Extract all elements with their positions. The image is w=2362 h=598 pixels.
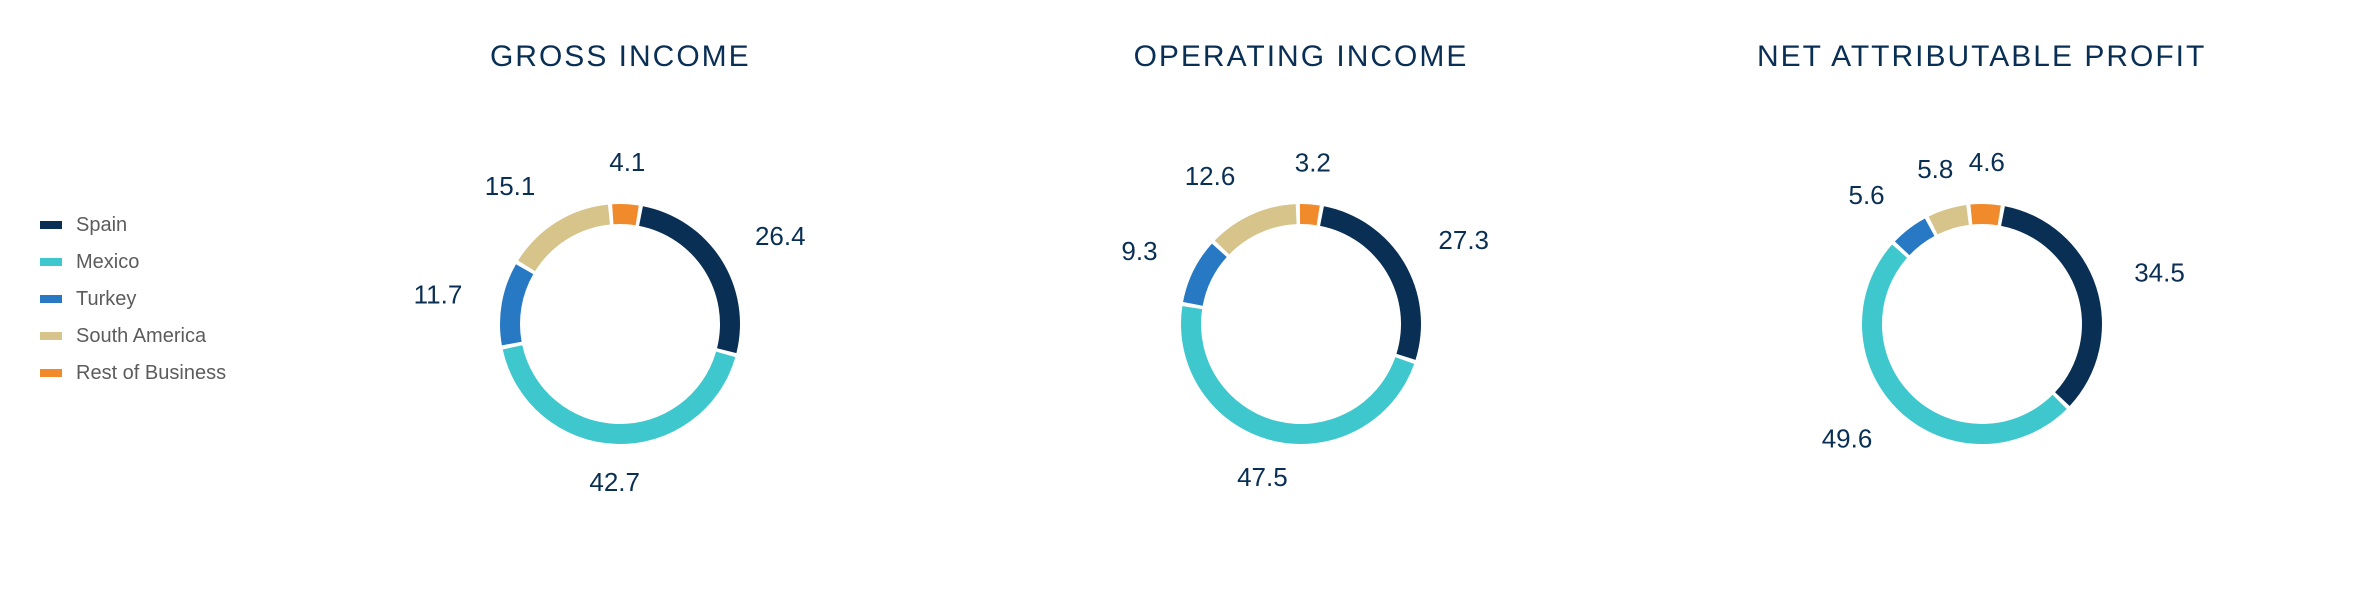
donut-slice-sam <box>518 205 610 272</box>
slice-label-spain: 26.4 <box>755 221 806 251</box>
legend-item-rest: Rest of Business <box>40 362 280 385</box>
slice-label-sam: 12.6 <box>1185 161 1236 191</box>
slice-label-mexico: 42.7 <box>590 467 641 497</box>
legend-label-sam: South America <box>76 325 206 348</box>
slice-label-mexico: 47.5 <box>1237 462 1288 492</box>
legend-label-rest: Rest of Business <box>76 362 226 385</box>
donut-slice-rest <box>1300 204 1320 225</box>
chart-title: OPERATING INCOME <box>1134 40 1469 74</box>
donut-operating-income: 27.3 47.5 9.3 12.6 3.2 <box>1081 114 1521 514</box>
slice-label-rest: 3.2 <box>1295 147 1331 177</box>
slice-label-rest: 4.1 <box>610 147 646 177</box>
legend-swatch-spain <box>40 221 62 229</box>
legend-swatch-sam <box>40 332 62 340</box>
donut-slice-rest <box>612 204 639 225</box>
chart-net-attributable-profit: NET ATTRIBUTABLE PROFIT 34.5 49.6 5.6 5.8 4.… <box>1682 40 2282 514</box>
donut-slice-mexico <box>1181 306 1414 444</box>
chart-gross-income: GROSS INCOME 26.4 42.7 11.7 15.1 4.1 <box>320 40 920 514</box>
legend-item-turkey: Turkey <box>40 288 280 311</box>
legend-item-mexico: Mexico <box>40 251 280 274</box>
donut-slice-sam <box>1215 204 1297 254</box>
legend-label-mexico: Mexico <box>76 251 139 274</box>
donut-slice-sam <box>1928 205 1968 234</box>
charts-row: GROSS INCOME 26.4 42.7 11.7 15.1 4.1 OPERATI… <box>280 0 2362 598</box>
slice-label-turkey: 11.7 <box>414 280 463 310</box>
figure-root: Spain Mexico Turkey South America Rest o… <box>0 0 2362 598</box>
slice-label-sam: 15.1 <box>485 171 536 201</box>
slice-label-turkey: 5.6 <box>1848 180 1884 210</box>
legend-label-turkey: Turkey <box>76 288 136 311</box>
chart-title: NET ATTRIBUTABLE PROFIT <box>1757 40 2206 74</box>
donut-slice-spain <box>2001 206 2102 406</box>
legend-item-sam: South America <box>40 325 280 348</box>
legend-swatch-mexico <box>40 258 62 266</box>
slice-label-mexico: 49.6 <box>1821 423 1872 453</box>
donut-slice-turkey <box>1895 218 1935 255</box>
donut-slice-turkey <box>500 264 533 345</box>
donut-slice-rest <box>1970 204 2000 225</box>
legend: Spain Mexico Turkey South America Rest o… <box>0 200 280 399</box>
chart-operating-income: OPERATING INCOME 27.3 47.5 9.3 12.6 3.2 <box>1001 40 1601 514</box>
donut-slice-mexico <box>1862 245 2067 444</box>
slice-label-sam: 5.8 <box>1917 154 1953 184</box>
slice-label-turkey: 9.3 <box>1121 236 1157 266</box>
donut-slice-spain <box>639 206 740 353</box>
donut-slice-turkey <box>1183 244 1227 306</box>
legend-item-spain: Spain <box>40 214 280 237</box>
donut-gross-income: 26.4 42.7 11.7 15.1 4.1 <box>400 114 840 514</box>
donut-net-attributable-profit: 34.5 49.6 5.6 5.8 4.6 <box>1762 114 2202 514</box>
slice-label-spain: 34.5 <box>2134 258 2185 288</box>
legend-label-spain: Spain <box>76 214 127 237</box>
slice-label-rest: 4.6 <box>1968 147 2004 177</box>
slice-label-spain: 27.3 <box>1438 225 1489 255</box>
legend-swatch-turkey <box>40 295 62 303</box>
donut-slice-mexico <box>503 345 736 444</box>
legend-swatch-rest <box>40 369 62 377</box>
chart-title: GROSS INCOME <box>490 40 751 74</box>
donut-slice-spain <box>1320 206 1421 360</box>
